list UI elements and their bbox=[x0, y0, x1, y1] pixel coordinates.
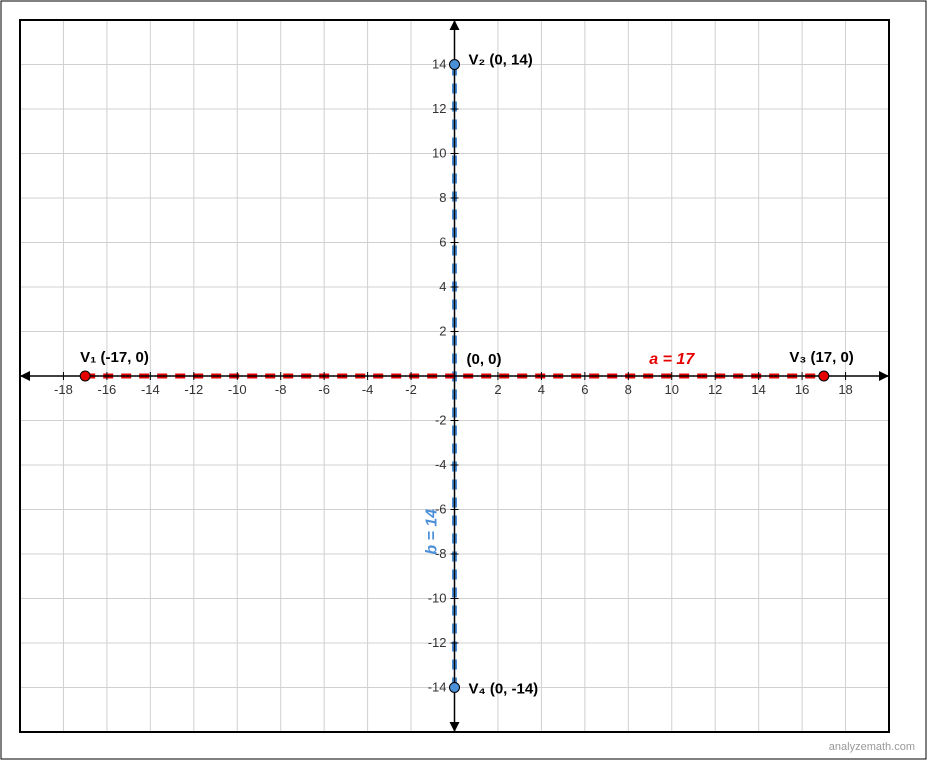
vertex-v3 bbox=[819, 371, 829, 381]
vertex-label-v3: V₃ (17, 0) bbox=[789, 349, 853, 366]
x-tick-label: -16 bbox=[98, 382, 117, 397]
center-label: (0, 0) bbox=[467, 351, 502, 368]
y-tick-label: -4 bbox=[435, 457, 447, 472]
x-tick-label: 4 bbox=[538, 382, 545, 397]
x-tick-label: -8 bbox=[275, 382, 287, 397]
y-tick-label: 2 bbox=[439, 324, 446, 339]
b-value-label: b = 14 bbox=[424, 509, 441, 555]
y-tick-label: 6 bbox=[439, 235, 446, 250]
x-tick-label: 12 bbox=[708, 382, 722, 397]
vertex-v2 bbox=[450, 60, 460, 70]
x-tick-label: 8 bbox=[625, 382, 632, 397]
watermark: analyzemath.com bbox=[829, 741, 915, 753]
x-tick-label: -18 bbox=[54, 382, 73, 397]
y-tick-label: 8 bbox=[439, 190, 446, 205]
vertex-v1 bbox=[80, 371, 90, 381]
x-tick-label: -14 bbox=[141, 382, 160, 397]
vertex-label-v2: V₂ (0, 14) bbox=[469, 52, 533, 69]
a-value-label: a = 17 bbox=[649, 351, 695, 368]
x-tick-label: 14 bbox=[751, 382, 765, 397]
coordinate-plane-chart: -18 -16 -14 -12 -10 -8 -6 -4 -2 2 4 6 8 10 12 14 16 18 -14… bbox=[0, 0, 927, 760]
y-tick-label: -2 bbox=[435, 413, 447, 428]
y-tick-label: -12 bbox=[428, 635, 447, 650]
x-tick-label: 6 bbox=[581, 382, 588, 397]
y-tick-label: -14 bbox=[428, 680, 447, 695]
x-tick-label: -4 bbox=[362, 382, 374, 397]
x-tick-label: -10 bbox=[228, 382, 247, 397]
vertex-label-v4: V₄ (0, -14) bbox=[469, 681, 539, 698]
y-tick-label: 4 bbox=[439, 279, 446, 294]
vertex-label-v1: V₁ (-17, 0) bbox=[80, 349, 149, 366]
vertex-v4 bbox=[450, 683, 460, 693]
chart-svg: -18 -16 -14 -12 -10 -8 -6 -4 -2 2 4 6 8 10 12 14 16 18 -14… bbox=[0, 0, 927, 760]
y-tick-label: 14 bbox=[432, 57, 446, 72]
x-tick-label: 10 bbox=[665, 382, 679, 397]
y-tick-label: 10 bbox=[432, 146, 446, 161]
x-tick-label: 2 bbox=[494, 382, 501, 397]
x-tick-label: 16 bbox=[795, 382, 809, 397]
x-tick-label: 18 bbox=[838, 382, 852, 397]
x-tick-label: -2 bbox=[405, 382, 417, 397]
y-tick-label: 12 bbox=[432, 101, 446, 116]
y-tick-label: -10 bbox=[428, 591, 447, 606]
x-tick-label: -6 bbox=[318, 382, 330, 397]
x-tick-label: -12 bbox=[184, 382, 203, 397]
